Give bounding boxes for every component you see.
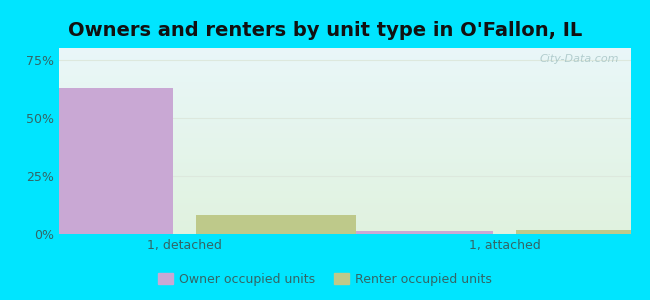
Bar	[196, 215, 356, 234]
Text: Owners and renters by unit type in O'Fallon, IL: Owners and renters by unit type in O'Fal…	[68, 21, 582, 40]
Text: City-Data.com: City-Data.com	[540, 54, 619, 64]
Legend: Owner occupied units, Renter occupied units: Owner occupied units, Renter occupied un…	[153, 268, 497, 291]
Bar	[333, 231, 493, 234]
Bar	[516, 230, 650, 234]
Bar	[13, 88, 173, 234]
